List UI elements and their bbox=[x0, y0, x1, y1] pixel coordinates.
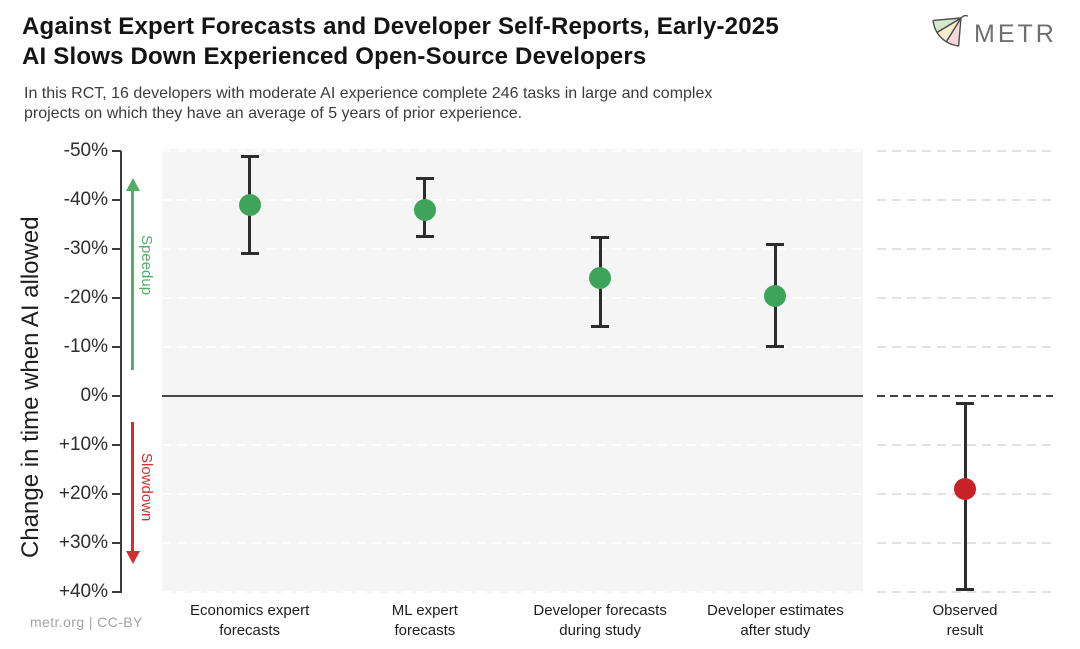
gridline bbox=[162, 444, 863, 446]
gridline bbox=[162, 248, 863, 250]
gridline bbox=[162, 346, 863, 348]
slowdown-label: Slowdown bbox=[138, 453, 155, 522]
y-tick-mark bbox=[112, 297, 121, 299]
x-label-observed-result: Observed result bbox=[865, 601, 1065, 642]
errorbar-cap-bottom-developer-estimates-after-study bbox=[766, 345, 785, 348]
x-label-line: Observed bbox=[932, 602, 998, 619]
gridline bbox=[162, 493, 863, 495]
gridline bbox=[877, 591, 1053, 593]
gridline bbox=[162, 297, 863, 299]
metr-logo: METR bbox=[930, 12, 1070, 56]
metr-fan-icon bbox=[932, 14, 969, 47]
y-tick-label: -50% bbox=[63, 140, 108, 161]
x-label-line: forecasts bbox=[219, 622, 281, 640]
errorbar-cap-top-developer-estimates-after-study bbox=[766, 243, 785, 247]
gridline bbox=[877, 149, 1053, 152]
page-title-line1: Against Expert Forecasts and Developer S… bbox=[22, 13, 779, 40]
errorbar-cap-bottom-economics-expert-forecasts bbox=[240, 251, 259, 255]
metr-logo-text: METR bbox=[974, 20, 1057, 48]
y-tick-label: +30% bbox=[58, 532, 108, 553]
gridline bbox=[877, 199, 1053, 201]
gridline bbox=[162, 199, 863, 201]
speedup-arrow-shaft bbox=[131, 189, 134, 370]
slowdown-arrow-head-icon bbox=[126, 551, 140, 564]
chart-subtitle: In this RCT, 16 developers with moderate… bbox=[24, 84, 964, 123]
x-label-line: forecasts bbox=[394, 622, 456, 640]
errorbar-cap-top-developer-forecasts-during-study bbox=[591, 235, 610, 239]
y-tick-label: -30% bbox=[63, 238, 108, 259]
y-tick-label: +20% bbox=[58, 483, 108, 504]
data-point-economics-expert-forecasts bbox=[238, 193, 261, 216]
page-title: Against Expert Forecasts and Developer S… bbox=[22, 12, 942, 72]
speedup-label: Speedup bbox=[138, 235, 155, 296]
data-point-developer-estimates-after-study bbox=[764, 284, 787, 307]
attribution: metr.org | CC-BY bbox=[30, 614, 143, 630]
x-label-economics-expert-forecasts: Economics expert forecasts bbox=[150, 601, 350, 642]
errorbar-cap-top-economics-expert-forecasts bbox=[240, 154, 259, 158]
speedup-arrow-head-icon bbox=[126, 178, 140, 191]
y-tick-mark bbox=[112, 395, 121, 397]
y-tick-mark bbox=[112, 150, 121, 152]
y-tick-mark bbox=[112, 493, 121, 495]
x-label-developer-forecasts-during-study: Developer forecasts during study bbox=[500, 601, 700, 642]
data-point-observed-result bbox=[954, 478, 976, 501]
x-label-ml-expert-forecasts: ML expert forecasts bbox=[325, 601, 525, 642]
x-label-line: Developer forecasts bbox=[533, 602, 667, 619]
y-tick-label: -40% bbox=[63, 189, 108, 210]
zero-line bbox=[162, 395, 863, 397]
x-label-line: after study bbox=[740, 622, 811, 640]
x-label-line: result bbox=[946, 622, 984, 640]
y-tick-mark bbox=[112, 199, 121, 201]
x-label-line: ML expert bbox=[391, 602, 458, 619]
x-label-line: during study bbox=[559, 622, 641, 640]
gridline bbox=[877, 297, 1053, 299]
zero-line bbox=[877, 395, 1053, 397]
y-tick-mark bbox=[112, 248, 121, 250]
data-point-ml-expert-forecasts bbox=[413, 198, 436, 221]
gridline bbox=[162, 542, 863, 544]
y-tick-label: 0% bbox=[80, 385, 108, 406]
forecast-panel bbox=[162, 149, 863, 593]
gridline bbox=[877, 346, 1053, 348]
y-tick-mark bbox=[112, 542, 121, 544]
errorbar-cap-bottom-observed-result bbox=[956, 587, 974, 591]
errorbar-cap-bottom-developer-forecasts-during-study bbox=[591, 325, 610, 329]
y-tick-label: -20% bbox=[63, 287, 108, 308]
y-tick-mark bbox=[112, 444, 121, 446]
gridline bbox=[877, 248, 1053, 250]
y-tick-label: -10% bbox=[63, 336, 108, 357]
x-label-line: Developer estimates bbox=[707, 602, 844, 619]
data-point-developer-forecasts-during-study bbox=[589, 267, 612, 290]
gridline bbox=[162, 591, 863, 593]
gridline bbox=[162, 149, 863, 152]
y-axis-line bbox=[120, 151, 122, 593]
x-label-developer-estimates-after-study: Developer estimates after study bbox=[675, 601, 875, 642]
errorbar-cap-top-observed-result bbox=[956, 402, 974, 406]
slowdown-arrow-shaft bbox=[131, 422, 134, 552]
errorbar-cap-top-ml-expert-forecasts bbox=[415, 176, 434, 180]
errorbar-cap-bottom-ml-expert-forecasts bbox=[415, 234, 434, 238]
y-tick-mark bbox=[112, 346, 121, 348]
y-tick-label: +10% bbox=[58, 434, 108, 455]
chart-subtitle-line1: In this RCT, 16 developers with moderate… bbox=[24, 85, 713, 102]
chart-subtitle-line2: projects on which they have an average o… bbox=[24, 104, 523, 122]
page-title-line2: AI Slows Down Experienced Open-Source De… bbox=[22, 42, 647, 70]
x-label-line: Economics expert bbox=[190, 602, 310, 619]
y-tick-label: +40% bbox=[58, 581, 108, 602]
y-tick-mark bbox=[112, 591, 121, 593]
